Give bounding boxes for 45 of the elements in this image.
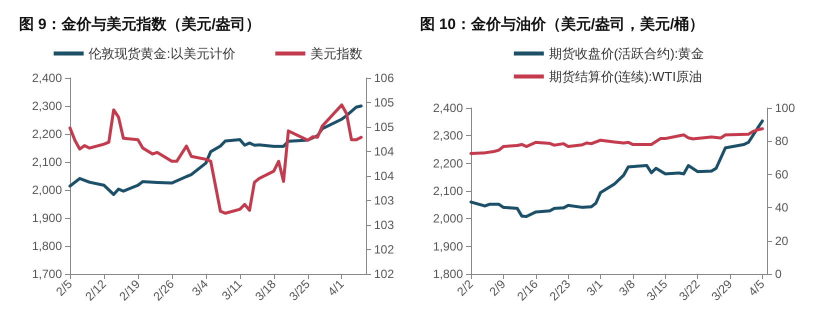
line-series xyxy=(470,127,764,155)
y-tick-label: 2,100 xyxy=(32,155,62,169)
x-tick-label: 3/4 xyxy=(189,276,212,299)
y-tick-label: 2,400 xyxy=(32,71,62,85)
y2-tick-label: 105 xyxy=(374,120,394,134)
y-tick-label: 2,000 xyxy=(432,212,464,226)
x-tick-label: 4/5 xyxy=(746,276,768,299)
legend-label: 期货结算价(连续):WTI原油 xyxy=(548,69,702,84)
y-tick-label: 2,400 xyxy=(432,101,464,115)
x-tick-label: 4/1 xyxy=(325,276,347,299)
line-series xyxy=(68,103,363,215)
y-tick-label: 1,900 xyxy=(432,239,464,254)
y2-tick-label: 102 xyxy=(374,242,394,256)
y2-tick-label: 0 xyxy=(775,267,782,281)
x-tick-label: 3/29 xyxy=(708,276,736,304)
y-tick-label: 2,300 xyxy=(32,99,62,113)
y2-tick-label: 20 xyxy=(775,234,789,248)
y2-tick-label: 104 xyxy=(374,169,394,183)
y-tick-label: 2,100 xyxy=(432,184,464,198)
x-tick-label: 3/8 xyxy=(616,276,638,299)
y2-tick-label: 104 xyxy=(374,144,394,158)
y2-tick-label: 105 xyxy=(374,96,394,110)
y-tick-label: 2,200 xyxy=(432,156,464,170)
x-tick-label: 3/1 xyxy=(584,276,606,299)
y-tick-label: 1,800 xyxy=(32,239,62,253)
line-series xyxy=(470,120,764,218)
y2-tick-label: 80 xyxy=(775,134,789,148)
legend-label: 期货收盘价(活跃合约):黄金 xyxy=(548,46,704,61)
chart-title: 图 10：金价与油价（美元/盎司，美元/桶） xyxy=(420,15,704,33)
y2-tick-label: 60 xyxy=(775,167,789,182)
y2-tick-label: 40 xyxy=(775,200,789,215)
legend-label: 伦敦现货黄金:以美元计价 xyxy=(88,46,236,61)
legend-label: 美元指数 xyxy=(310,46,362,61)
y2-tick-label: 103 xyxy=(374,218,394,232)
y2-tick-label: 103 xyxy=(374,194,394,208)
y-tick-label: 2,300 xyxy=(432,128,464,143)
y-tick-label: 1,900 xyxy=(32,211,62,225)
y2-tick-label: 106 xyxy=(374,71,394,85)
y2-tick-label: 102 xyxy=(374,267,394,281)
y2-tick-label: 100 xyxy=(775,101,796,115)
x-tick-label: 3/11 xyxy=(219,276,246,303)
chart-title: 图 9：金价与美元指数（美元/盎司） xyxy=(19,15,261,33)
y-tick-label: 2,000 xyxy=(32,183,62,197)
x-tick-label: 2/9 xyxy=(486,276,509,299)
y-tick-label: 2,200 xyxy=(32,127,62,141)
